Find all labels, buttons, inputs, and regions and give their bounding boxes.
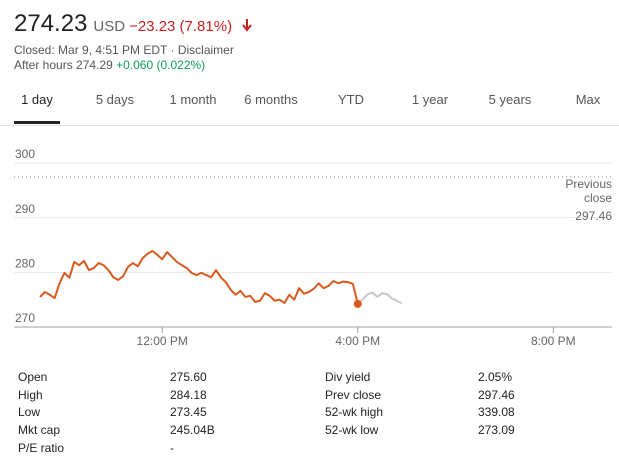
- stat-value: 339.08: [478, 405, 515, 419]
- stat-label: High: [18, 388, 43, 402]
- stat-label: Prev close: [325, 388, 382, 402]
- after-hours-label: After hours: [14, 58, 73, 72]
- stat-label: Low: [18, 405, 41, 419]
- currency: USD: [93, 18, 126, 35]
- range-tab[interactable]: Max: [575, 92, 601, 107]
- stat-value: 297.46: [478, 388, 515, 402]
- close-dot: [353, 299, 362, 308]
- stat-label: Open: [18, 370, 48, 384]
- stat-label: 52-wk high: [325, 405, 384, 419]
- down-arrow: [241, 19, 252, 32]
- range-tab[interactable]: 5 years: [488, 92, 532, 107]
- range-tab[interactable]: 5 days: [95, 92, 135, 107]
- range-tabs: 1 day 5 days 1 month 6 months YTD 1 year 5 yea…: [0, 92, 619, 126]
- range-tab[interactable]: 1 month: [169, 92, 217, 107]
- stat-value: -: [170, 441, 174, 455]
- stat-value: 275.60: [170, 370, 207, 384]
- y-tick-label: 270: [15, 311, 35, 325]
- y-tick-label: 300: [15, 147, 35, 161]
- after-hours-change: +0.060 (0.022%): [116, 58, 206, 72]
- range-tab[interactable]: 1 year: [411, 92, 449, 107]
- stat-value: 2.05%: [478, 370, 513, 384]
- y-tick-label: 290: [15, 202, 35, 216]
- range-tab[interactable]: 1 day: [21, 92, 53, 107]
- range-tab[interactable]: YTD: [338, 92, 364, 107]
- price-line: [39, 250, 359, 305]
- x-tick-label: 12:00 PM: [137, 334, 188, 348]
- previous-close-label: Previous close: [565, 177, 612, 205]
- stat-label: Div yield: [325, 370, 371, 384]
- previous-close-value: 297.46: [575, 209, 612, 223]
- x-tick-label: 4:00 PM: [335, 334, 380, 348]
- price: 274.23: [14, 10, 88, 37]
- price-line: [357, 291, 403, 305]
- after-hours-price: 274.29: [76, 58, 113, 72]
- stat-value: 273.09: [478, 423, 515, 437]
- price-change: −23.23 (7.81%): [129, 18, 233, 35]
- active-tab-underline: [14, 121, 60, 124]
- stat-label: Mkt cap: [18, 423, 61, 437]
- after-hours: After hours 274.29 +0.060 (0.022%): [14, 58, 205, 72]
- closed-info: Closed: Mar 9, 4:51 PM EDT · Disclaimer: [14, 43, 234, 57]
- y-tick-label: 280: [15, 257, 35, 271]
- stat-value: 284.18: [170, 388, 207, 402]
- range-tab[interactable]: 6 months: [244, 92, 298, 107]
- stat-value: 273.45: [170, 405, 207, 419]
- price-header: 274.23 USD −23.23 (7.81%): [14, 10, 252, 38]
- stat-label: 52-wk low: [325, 423, 379, 437]
- stat-value: 245.04B: [170, 423, 215, 437]
- x-tick-label: 8:00 PM: [531, 334, 576, 348]
- stat-label: P/E ratio: [18, 441, 65, 455]
